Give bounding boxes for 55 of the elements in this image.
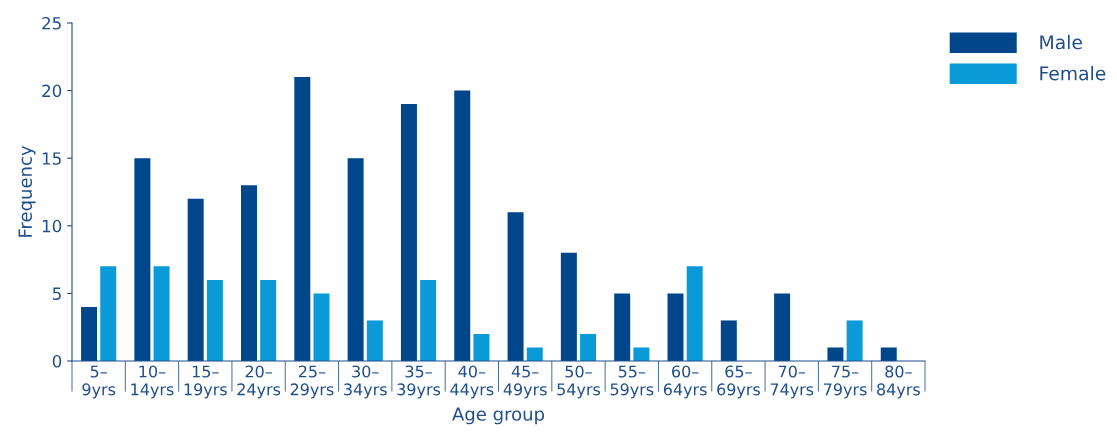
y-tick-label: 0 xyxy=(52,354,62,368)
bar xyxy=(313,293,330,361)
bar xyxy=(880,347,897,361)
bar xyxy=(400,104,417,361)
bar xyxy=(241,185,257,361)
x-tick-label: 35– 39yrs xyxy=(397,365,441,399)
bar xyxy=(560,252,577,361)
bar xyxy=(366,320,383,361)
bar xyxy=(454,90,471,361)
bar xyxy=(686,266,703,361)
x-tick-label: 60– 64yrs xyxy=(663,365,707,399)
x-tick-label: 75– 79yrs xyxy=(824,365,867,399)
x-tick-label: 40– 44yrs xyxy=(450,365,494,399)
legend-label: Male xyxy=(1040,34,1082,50)
bar xyxy=(846,320,863,361)
x-tick-label: 80– 84yrs xyxy=(877,365,920,399)
x-tick-label: 50– 54yrs xyxy=(557,365,601,399)
bar xyxy=(774,293,791,361)
x-axis-title: Age group xyxy=(452,407,545,425)
bar xyxy=(614,293,631,361)
legend-label: Female xyxy=(1040,65,1106,81)
x-tick-label: 70– 74yrs xyxy=(770,365,814,399)
y-tick-label: 5 xyxy=(52,287,61,300)
x-tick-label: 30– 34yrs xyxy=(344,365,387,399)
x-tick-label: 10– 14yrs xyxy=(131,365,174,399)
bar xyxy=(81,306,98,361)
bar xyxy=(633,347,650,361)
bar xyxy=(580,333,597,361)
bar xyxy=(260,279,277,361)
x-tick-label: 25– 29yrs xyxy=(290,365,334,399)
bar xyxy=(507,212,524,361)
y-tick-label: 20 xyxy=(42,84,62,98)
bar xyxy=(473,333,490,361)
bar xyxy=(134,158,151,361)
bar xyxy=(526,347,543,361)
x-tick-label: 20– 24yrs xyxy=(237,365,281,399)
bar xyxy=(827,347,844,361)
x-tick-label: 45– 49yrs xyxy=(503,365,547,399)
bar xyxy=(206,279,223,361)
x-tick-label: 55– 59yrs xyxy=(610,365,654,399)
bar xyxy=(420,279,437,361)
y-tick-label: 10 xyxy=(42,219,62,233)
y-axis-title: Frequency xyxy=(18,145,36,237)
bar xyxy=(187,198,204,361)
bar xyxy=(294,77,311,361)
x-tick-label: 65– 69yrs xyxy=(717,365,760,399)
y-tick-label: 15 xyxy=(42,152,61,165)
bar xyxy=(667,293,684,361)
x-tick-label: 15– 19yrs xyxy=(184,365,227,399)
bar xyxy=(347,158,364,361)
bar xyxy=(720,320,737,361)
bar xyxy=(100,266,117,361)
x-tick-label: 5– 9yrs xyxy=(82,365,116,399)
y-tick-label: 25 xyxy=(42,16,61,30)
bar xyxy=(153,266,170,361)
